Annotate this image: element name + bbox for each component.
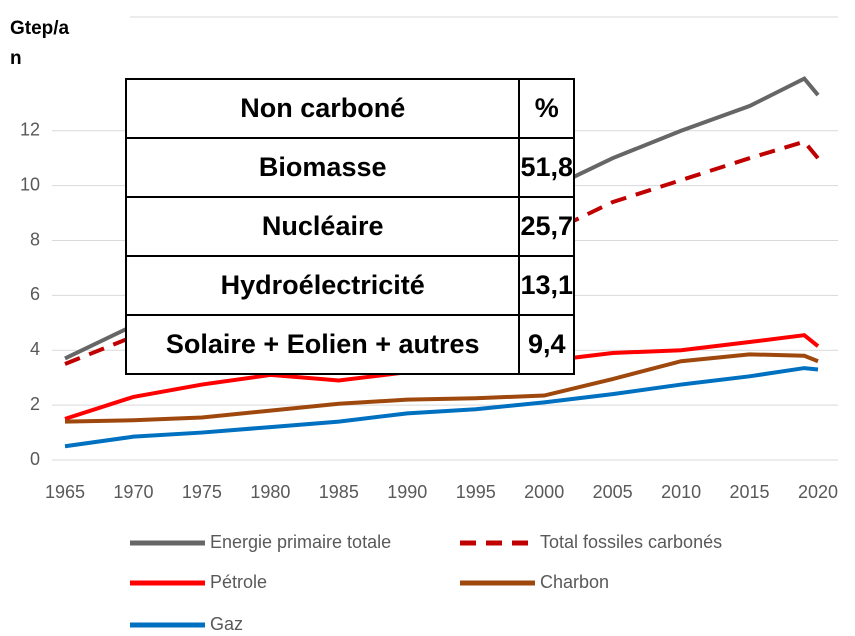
table-row: Biomasse 51,8 <box>124 137 575 198</box>
y-tick-label: 2 <box>30 394 40 414</box>
table-cell: % <box>518 78 575 139</box>
y-tick-label: 4 <box>30 339 40 359</box>
x-tick-label: 1965 <box>45 482 85 502</box>
series-line <box>64 352 819 424</box>
table-cell: Non carboné <box>124 78 521 139</box>
table-cell: 13,1 <box>518 255 575 316</box>
table-cell: Nucléaire <box>124 196 521 257</box>
y-tick-label: 12 <box>20 120 40 140</box>
y-tick-label: 6 <box>30 284 40 304</box>
series-line <box>64 366 819 449</box>
table-cell: Biomasse <box>124 137 521 198</box>
overlay-table: Non carboné% Biomasse 51,8 Nucléaire 25,7 Hyd… <box>124 78 575 375</box>
table-cell: 9,4 <box>518 314 575 375</box>
y-axis-label: Gtep/an <box>10 18 70 69</box>
x-tick-label: 1970 <box>113 482 153 502</box>
x-tick-label: 1990 <box>387 482 427 502</box>
x-tick-label: 1985 <box>319 482 359 502</box>
table-cell: Solaire + Eolien + autres <box>124 314 521 375</box>
legend-label: Total fossiles carbonés <box>540 532 722 552</box>
table-cell: 51,8 <box>518 137 575 198</box>
table-row: Solaire + Eolien + autres 9,4 <box>124 314 575 375</box>
table-row: Hydroélectricité 13,1 <box>124 255 575 316</box>
x-tick-label: 1975 <box>182 482 222 502</box>
x-tick-label: 1980 <box>250 482 290 502</box>
table-cell: Hydroélectricité <box>124 255 521 316</box>
legend-label: Energie primaire totale <box>210 532 391 552</box>
table-row: Nucléaire 25,7 <box>124 196 575 257</box>
x-tick-label: 2020 <box>798 482 838 502</box>
x-tick-label: 2005 <box>593 482 633 502</box>
legend-label: Pétrole <box>210 572 267 592</box>
x-tick-label: 2015 <box>730 482 770 502</box>
table-cell: 25,7 <box>518 196 575 257</box>
y-tick-label: 10 <box>20 174 40 194</box>
legend-label: Gaz <box>210 614 243 634</box>
legend-label: Charbon <box>540 572 609 592</box>
table-row: Non carboné% <box>124 78 575 139</box>
x-tick-label: 1995 <box>456 482 496 502</box>
x-tick-label: 2000 <box>524 482 564 502</box>
y-tick-label: 8 <box>30 229 40 249</box>
x-tick-label: 2010 <box>661 482 701 502</box>
y-tick-label: 0 <box>30 449 40 469</box>
